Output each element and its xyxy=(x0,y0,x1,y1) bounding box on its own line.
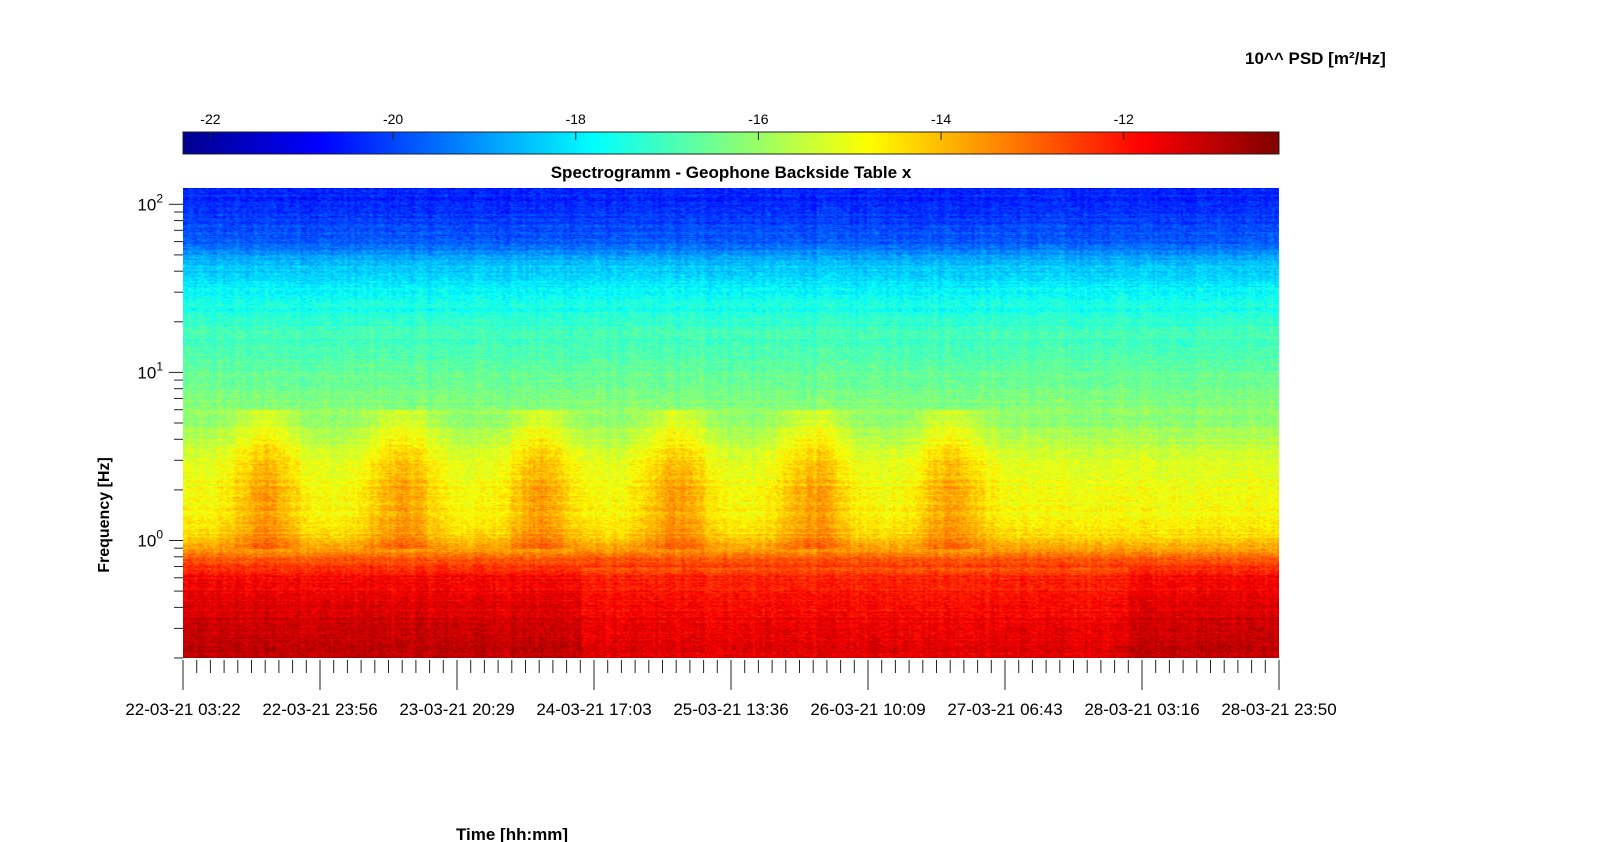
x-tick-label: 24-03-21 17:03 xyxy=(536,700,651,719)
y-tick-label: 102 xyxy=(137,191,163,214)
x-tick-label: 23-03-21 20:29 xyxy=(399,700,514,719)
chart-title: Spectrogramm - Geophone Backside Table x xyxy=(551,163,912,182)
x-axis-label: Time [hh:mm] xyxy=(456,825,568,842)
colorbar-tick-label: -16 xyxy=(748,111,768,127)
colorbar-tick-label: -22 xyxy=(200,111,220,127)
colorbar: -22 -20 -18 -16 -14 -12 xyxy=(182,111,1280,155)
colorbar-tick-label: -20 xyxy=(383,111,403,127)
colorbar-tick-label: -12 xyxy=(1114,111,1134,127)
y-axis-label: Frequency [Hz] xyxy=(96,457,113,573)
spectrogram-plot-area: 100 101 102 22-03-21 03:22 22-03-21 23:56 23… xyxy=(125,188,1337,719)
y-tick-label: 100 xyxy=(137,528,163,551)
x-tick-label: 26-03-21 10:09 xyxy=(810,700,925,719)
x-tick-label: 22-03-21 03:22 xyxy=(125,700,240,719)
y-tick-label: 101 xyxy=(137,359,163,382)
x-tick-label: 25-03-21 13:36 xyxy=(673,700,788,719)
colorbar-gradient xyxy=(182,131,1280,155)
colorbar-tick-label: -18 xyxy=(566,111,586,127)
x-tick-label: 28-03-21 23:50 xyxy=(1221,700,1336,719)
x-tick-label: 22-03-21 23:56 xyxy=(262,700,377,719)
colorbar-tick-label: -14 xyxy=(931,111,951,127)
spectrogram-heatmap xyxy=(183,188,1279,658)
colorbar-label: 10^^ PSD [m²/Hz] xyxy=(1245,49,1386,68)
x-tick-label: 28-03-21 03:16 xyxy=(1084,700,1199,719)
x-tick-label: 27-03-21 06:43 xyxy=(947,700,1062,719)
